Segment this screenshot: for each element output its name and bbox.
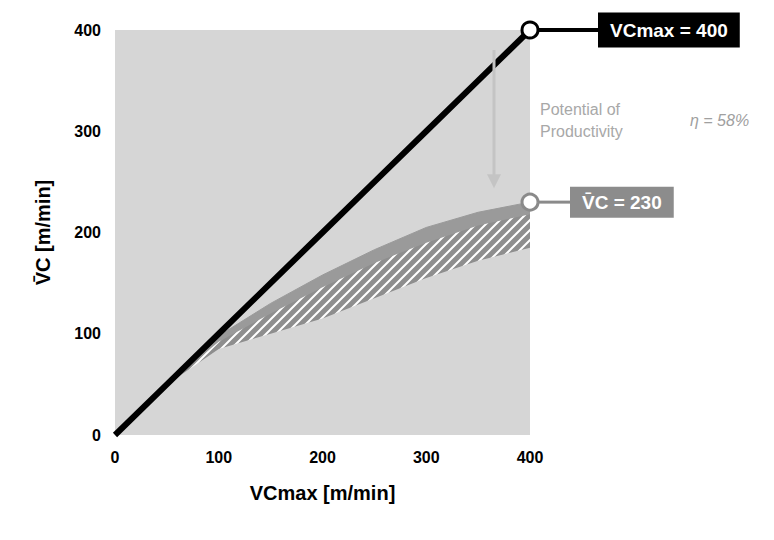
- svg-text:400: 400: [517, 449, 544, 466]
- svg-text:300: 300: [74, 123, 101, 140]
- svg-text:200: 200: [74, 224, 101, 241]
- svg-text:Productivity: Productivity: [540, 123, 623, 140]
- svg-text:200: 200: [309, 449, 336, 466]
- svg-text:Potential of: Potential of: [540, 101, 625, 118]
- svg-text:0: 0: [111, 449, 120, 466]
- svg-text:VCmax [m/min]: VCmax [m/min]: [250, 482, 396, 504]
- svg-text:V̄C [m/min]: V̄C [m/min]: [32, 180, 54, 286]
- svg-text:300: 300: [413, 449, 440, 466]
- svg-text:V̄C = 230: V̄C = 230: [582, 192, 662, 213]
- svg-text:η = 58%: η = 58%: [690, 112, 749, 129]
- svg-text:100: 100: [74, 325, 101, 342]
- svg-text:0: 0: [92, 427, 101, 444]
- svg-text:100: 100: [205, 449, 232, 466]
- svg-text:VCmax = 400: VCmax = 400: [610, 20, 728, 41]
- svg-text:400: 400: [74, 22, 101, 39]
